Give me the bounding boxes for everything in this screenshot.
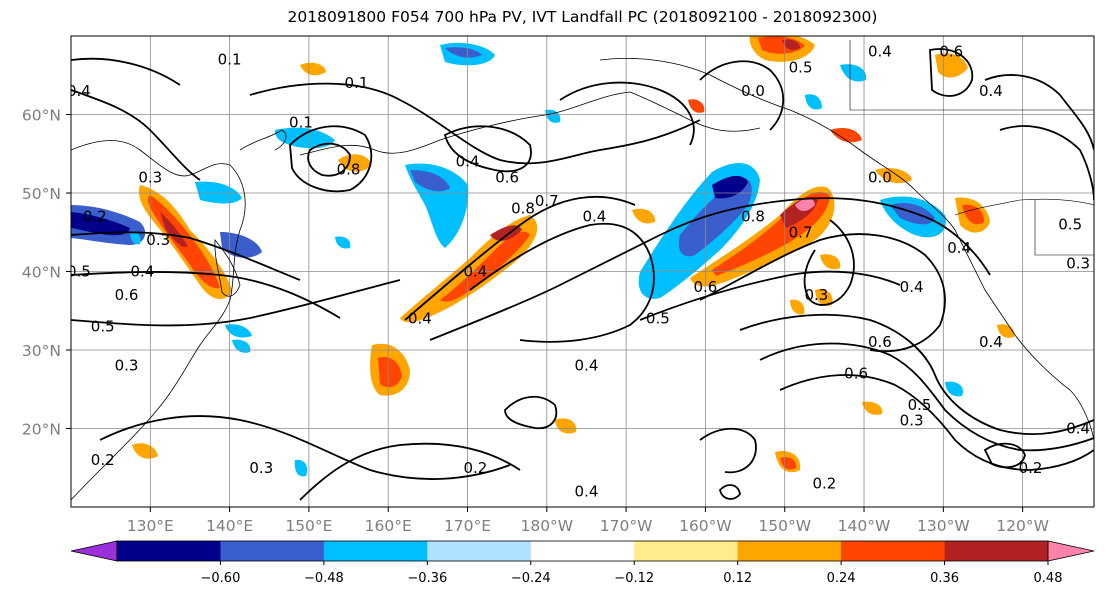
lon-tick-label: 150°E xyxy=(285,517,332,535)
lon-tick-label: 180°W xyxy=(520,517,573,535)
map-content: 0.40.30.20.30.5 0.40.60.50.30.2 0.3 0.20.40… xyxy=(67,36,1094,507)
colorbar-frame xyxy=(116,540,1049,562)
colorbar-tick-label: 0.12 xyxy=(723,571,752,586)
coastlines xyxy=(71,40,1094,501)
lon-tick-label: 130°E xyxy=(127,517,174,535)
shade-negative-north xyxy=(275,127,335,149)
contour-label: 0.2 xyxy=(812,474,836,492)
contour-label: 0.6 xyxy=(868,333,892,351)
contour-label: 0.3 xyxy=(805,286,829,304)
contour-label: 0.3 xyxy=(1066,255,1090,273)
contour-label: 0.2 xyxy=(91,451,115,469)
contour-label: 0.4 xyxy=(575,482,599,500)
contour-label: 0.6 xyxy=(495,168,519,186)
colorbar-bin xyxy=(841,541,946,561)
contour-label: 0.0 xyxy=(741,82,765,100)
colorbar-extend-low xyxy=(70,540,118,562)
contour-label: 0.1 xyxy=(289,113,313,131)
contour-label: 0.4 xyxy=(900,278,924,296)
contour-label: 0.8 xyxy=(511,200,535,218)
contour-label: 0.5 xyxy=(789,58,813,76)
lat-tick-label: 50°N xyxy=(22,185,61,203)
contour-label: 0.2 xyxy=(464,459,488,477)
contour-label: 0.5 xyxy=(1058,215,1082,233)
contour-label: 0.4 xyxy=(582,208,606,226)
contour-label: 0.5 xyxy=(908,396,932,414)
contour-label: 0.4 xyxy=(947,239,971,257)
colorbar-tick-label: 0.36 xyxy=(930,571,959,586)
lon-tick-label: 120°W xyxy=(996,517,1049,535)
colorbar-tick-label: −0.48 xyxy=(304,571,344,586)
contour-label: 0.4 xyxy=(575,357,599,375)
contour-label: 0.6 xyxy=(693,278,717,296)
contour-label: 0.7 xyxy=(789,223,813,241)
latitude-axis: 20°N 30°N 40°N 50°N 60°N xyxy=(22,107,71,439)
colorbar-tick-label: 0.24 xyxy=(827,571,856,586)
contour-label: 0.5 xyxy=(646,310,670,328)
contour-label: 0.6 xyxy=(939,43,963,61)
colorbar-bin xyxy=(427,541,532,561)
colorbar-tick-label: 0.48 xyxy=(1034,571,1063,586)
longitude-axis: 130°E 140°E 150°E 160°E 170°E 180°W 170°W 160°W… xyxy=(127,507,1049,535)
lon-tick-label: 130°W xyxy=(917,517,970,535)
lat-tick-label: 40°N xyxy=(22,264,61,282)
colorbar-bin xyxy=(944,541,1049,561)
contour-label: 0.3 xyxy=(115,357,139,375)
contour-label: 0.7 xyxy=(535,192,559,210)
lon-tick-label: 160°E xyxy=(365,517,412,535)
lat-tick-label: 60°N xyxy=(22,107,61,125)
colorbar-tick-label: −0.60 xyxy=(201,571,241,586)
ivt-contours xyxy=(71,48,1094,501)
contour-label: 0.4 xyxy=(464,263,488,281)
contour-label: 0.5 xyxy=(67,263,91,281)
lon-tick-label: 140°W xyxy=(838,517,891,535)
lon-tick-label: 150°W xyxy=(758,517,811,535)
contour-label: 0.3 xyxy=(138,168,162,186)
colorbar: −0.60 −0.48 −0.36 −0.24 −0.12 0.12 0.24 0.36 0.4… xyxy=(70,540,1095,586)
lon-tick-label: 170°W xyxy=(600,517,653,535)
contour-label: 0.8 xyxy=(337,160,361,178)
contour-label: 0.6 xyxy=(115,286,139,304)
colorbar-tick-label: −0.36 xyxy=(407,571,447,586)
colorbar-bin xyxy=(737,541,842,561)
graticule xyxy=(71,36,1094,507)
contour-label: 0.5 xyxy=(91,317,115,335)
colorbar-bin xyxy=(220,541,325,561)
contour-label: 0.4 xyxy=(456,153,480,171)
lat-tick-label: 30°N xyxy=(22,342,61,360)
contour-label: 0.1 xyxy=(218,51,242,69)
contour-label: 0.0 xyxy=(868,168,892,186)
lon-tick-label: 140°E xyxy=(206,517,253,535)
contour-label: 0.2 xyxy=(1019,459,1043,477)
contour-label: 0.4 xyxy=(67,82,91,100)
contour-label: 0.3 xyxy=(146,231,170,249)
colorbar-bin xyxy=(323,541,428,561)
colorbar-tick-label: −0.12 xyxy=(614,571,654,586)
contour-label: 0.4 xyxy=(979,333,1003,351)
contour-label: 0.1 xyxy=(345,74,369,92)
lon-tick-label: 170°E xyxy=(444,517,491,535)
lon-tick-label: 160°W xyxy=(679,517,732,535)
contour-label: 0.6 xyxy=(844,365,868,383)
colorbar-bin xyxy=(634,541,739,561)
contour-label: 0.3 xyxy=(900,412,924,430)
colorbar-bin xyxy=(117,541,221,561)
contour-label: 0.2 xyxy=(83,208,107,226)
colorbar-extend-high xyxy=(1047,540,1095,562)
colorbar-tick-label: −0.24 xyxy=(511,571,551,586)
contour-label: 0.4 xyxy=(408,310,432,328)
colorbar-bin xyxy=(530,541,635,561)
contour-label: 0.4 xyxy=(868,43,892,61)
map-title: 2018091800 F054 700 hPa PV, IVT Landfall… xyxy=(287,8,878,26)
contour-label: 0.4 xyxy=(979,82,1003,100)
contour-label: 0.4 xyxy=(1066,420,1090,438)
lat-tick-label: 20°N xyxy=(22,421,61,439)
contour-labels: 0.40.30.20.30.5 0.40.60.50.30.2 0.3 0.20.40… xyxy=(67,43,1090,501)
contour-label: 0.4 xyxy=(130,263,154,281)
contour-label: 0.8 xyxy=(741,208,765,226)
contour-label: 0.3 xyxy=(249,459,273,477)
